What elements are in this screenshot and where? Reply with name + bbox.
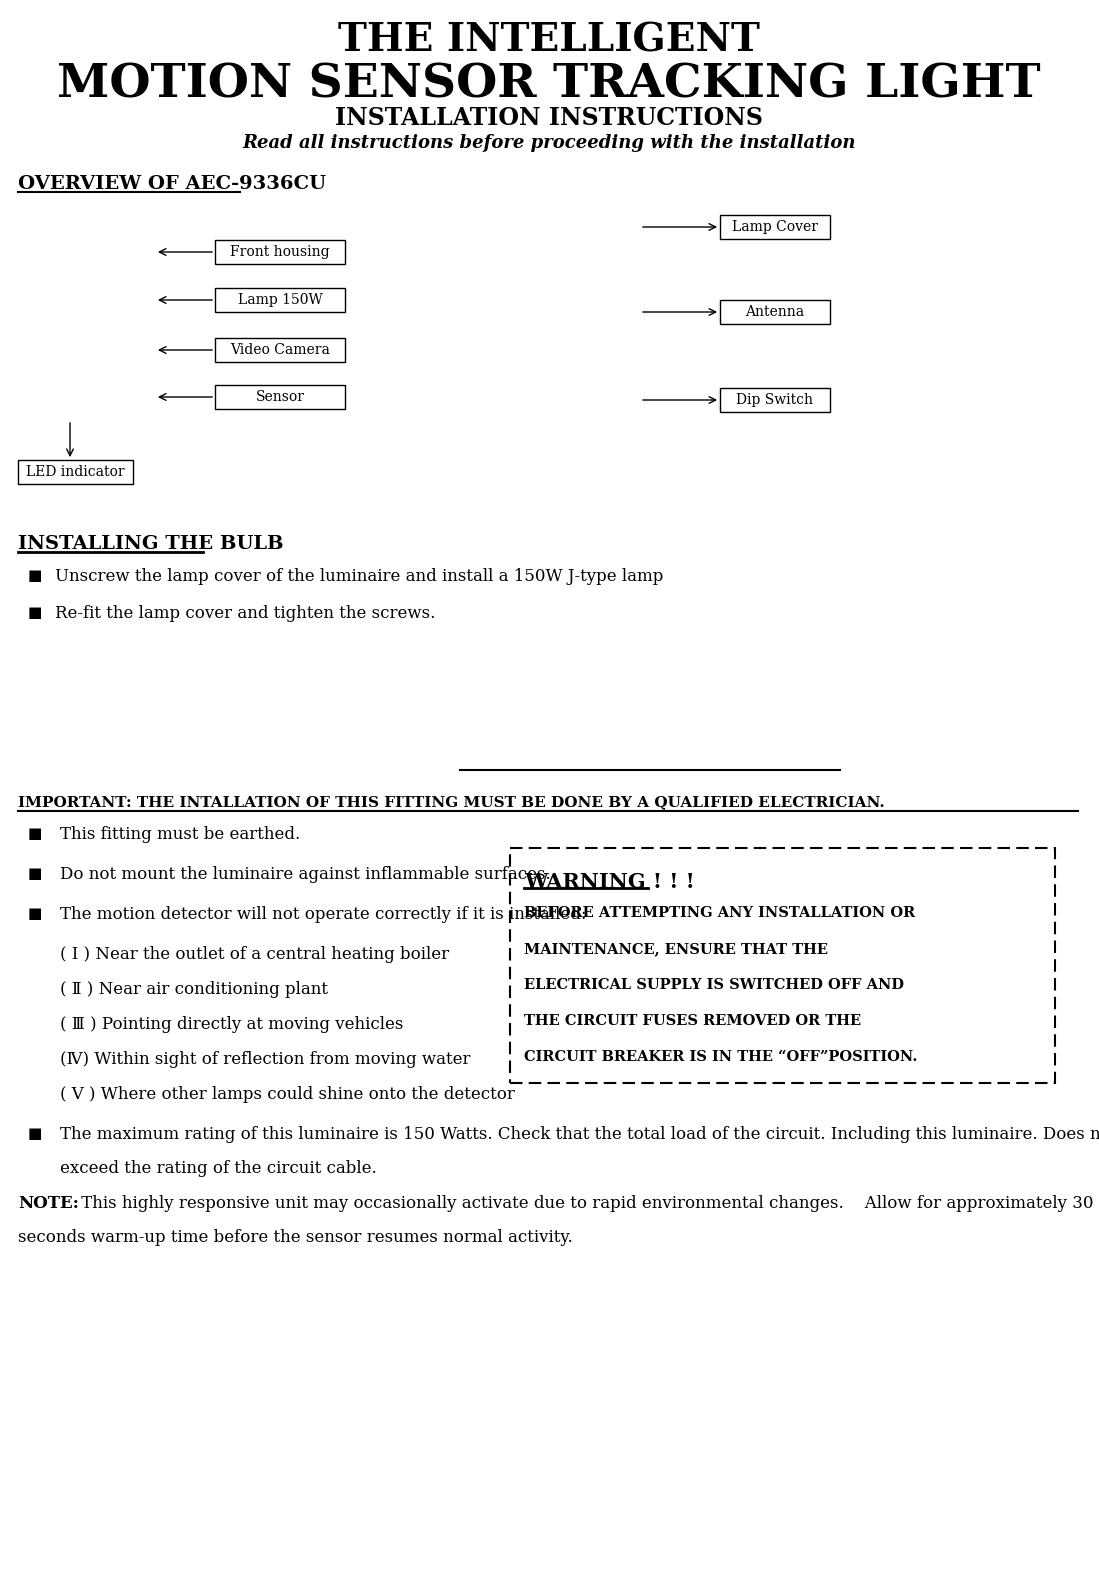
FancyBboxPatch shape — [720, 387, 830, 413]
Text: IMPORTANT: THE INTALLATION OF THIS FITTING MUST BE DONE BY A QUALIFIED ELECTRICI: IMPORTANT: THE INTALLATION OF THIS FITTI… — [18, 795, 885, 809]
Text: Do not mount the luminaire against inflammable surfaces.: Do not mount the luminaire against infla… — [60, 866, 551, 884]
Text: ■: ■ — [27, 906, 43, 922]
Text: Unscrew the lamp cover of the luminaire and install a 150W J-type lamp: Unscrew the lamp cover of the luminaire … — [55, 568, 664, 585]
FancyBboxPatch shape — [720, 300, 830, 324]
Text: OVERVIEW OF AEC-9336CU: OVERVIEW OF AEC-9336CU — [18, 175, 326, 193]
Text: WARNING ! ! !: WARNING ! ! ! — [524, 873, 695, 892]
Text: Lamp 150W: Lamp 150W — [237, 292, 322, 307]
Text: This fitting must be earthed.: This fitting must be earthed. — [60, 825, 300, 843]
Text: BEFORE ATTEMPTING ANY INSTALLATION OR: BEFORE ATTEMPTING ANY INSTALLATION OR — [524, 906, 915, 920]
Text: NOTE:: NOTE: — [18, 1195, 79, 1213]
FancyBboxPatch shape — [510, 847, 1055, 1083]
Text: ■: ■ — [27, 825, 43, 841]
Text: Front housing: Front housing — [230, 245, 330, 259]
Text: ■: ■ — [27, 1126, 43, 1141]
Text: ■: ■ — [27, 568, 43, 583]
Text: seconds warm-up time before the sensor resumes normal activity.: seconds warm-up time before the sensor r… — [18, 1228, 573, 1246]
Text: Read all instructions before proceeding with the installation: Read all instructions before proceeding … — [242, 134, 856, 152]
Text: Re-fit the lamp cover and tighten the screws.: Re-fit the lamp cover and tighten the sc… — [55, 606, 435, 621]
Text: LED indicator: LED indicator — [26, 465, 125, 479]
Text: exceed the rating of the circuit cable.: exceed the rating of the circuit cable. — [60, 1160, 377, 1176]
Text: Lamp Cover: Lamp Cover — [732, 220, 818, 234]
Text: Sensor: Sensor — [255, 391, 304, 405]
Text: The motion detector will not operate correctly if it is installed:: The motion detector will not operate cor… — [60, 906, 587, 923]
Text: (Ⅳ) Within sight of reflection from moving water: (Ⅳ) Within sight of reflection from movi… — [60, 1051, 470, 1069]
Text: ( Ⅴ ) Where other lamps could shine onto the detector: ( Ⅴ ) Where other lamps could shine onto… — [60, 1086, 514, 1104]
Text: Video Camera: Video Camera — [230, 343, 330, 357]
FancyBboxPatch shape — [215, 288, 345, 311]
Text: INSTALLING THE BULB: INSTALLING THE BULB — [18, 534, 284, 553]
Text: CIRCUIT BREAKER IS IN THE “OFF”POSITION.: CIRCUIT BREAKER IS IN THE “OFF”POSITION. — [524, 1050, 918, 1064]
Text: ■: ■ — [27, 606, 43, 620]
Text: THE INTELLIGENT: THE INTELLIGENT — [338, 22, 759, 60]
Text: The maximum rating of this luminaire is 150 Watts. Check that the total load of : The maximum rating of this luminaire is … — [60, 1126, 1099, 1143]
Text: Dip Switch: Dip Switch — [736, 394, 813, 406]
Text: Antenna: Antenna — [745, 305, 804, 319]
Text: ( Ⅰ ) Near the outlet of a central heating boiler: ( Ⅰ ) Near the outlet of a central heati… — [60, 945, 449, 963]
Text: ELECTRICAL SUPPLY IS SWITCHED OFF AND: ELECTRICAL SUPPLY IS SWITCHED OFF AND — [524, 979, 904, 991]
Text: ( Ⅱ ) Near air conditioning plant: ( Ⅱ ) Near air conditioning plant — [60, 980, 328, 998]
FancyBboxPatch shape — [215, 338, 345, 362]
Text: ■: ■ — [27, 866, 43, 881]
Text: ( Ⅲ ) Pointing directly at moving vehicles: ( Ⅲ ) Pointing directly at moving vehicl… — [60, 1017, 403, 1032]
Text: MAINTENANCE, ENSURE THAT THE: MAINTENANCE, ENSURE THAT THE — [524, 942, 828, 957]
Text: THE CIRCUIT FUSES REMOVED OR THE: THE CIRCUIT FUSES REMOVED OR THE — [524, 1013, 862, 1028]
FancyBboxPatch shape — [215, 240, 345, 264]
FancyBboxPatch shape — [18, 460, 133, 484]
FancyBboxPatch shape — [215, 386, 345, 409]
Text: This highly responsive unit may occasionally activate due to rapid environmental: This highly responsive unit may occasion… — [76, 1195, 1094, 1213]
Text: MOTION SENSOR TRACKING LIGHT: MOTION SENSOR TRACKING LIGHT — [57, 62, 1041, 108]
FancyBboxPatch shape — [720, 215, 830, 239]
Text: INSTALLATION INSTRUCTIONS: INSTALLATION INSTRUCTIONS — [335, 106, 763, 130]
